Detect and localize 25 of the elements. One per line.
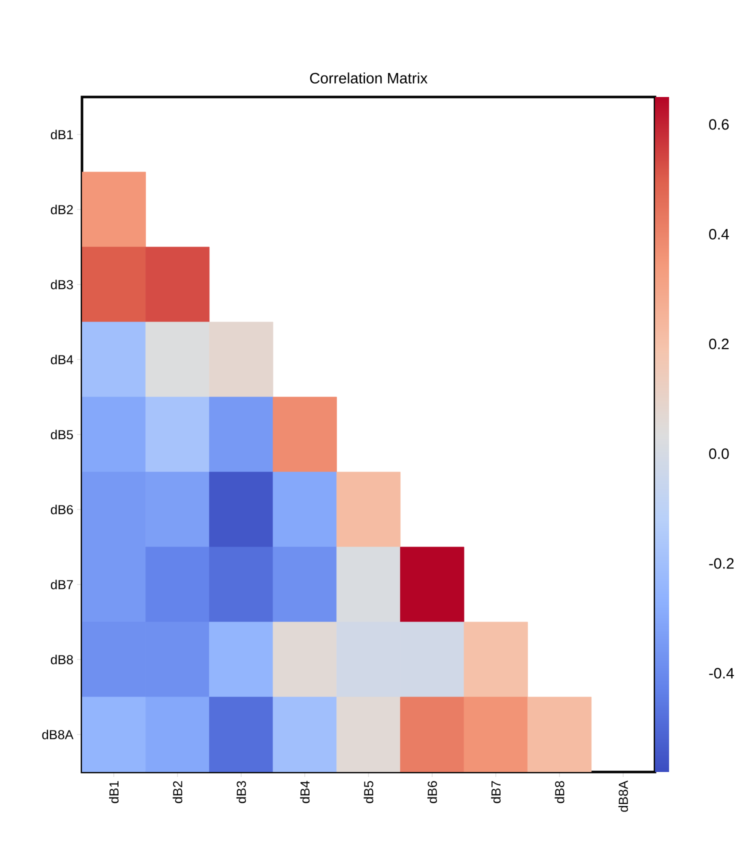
color-bar-label: 0.4 <box>709 228 730 240</box>
x-tick-label: dB7 <box>491 781 501 804</box>
chart-title: Correlation Matrix <box>310 72 428 84</box>
x-tick-label: dB1 <box>109 781 119 804</box>
y-tick-label: dB4 <box>51 354 74 364</box>
x-tick-label: dB8 <box>554 781 564 804</box>
y-tick-label: dB1 <box>51 130 73 140</box>
x-tick-label: dB5 <box>364 781 374 804</box>
color-bar-label: 0.2 <box>709 338 729 350</box>
y-tick-label: dB5 <box>51 430 74 440</box>
color-bar-label: -0.4 <box>709 668 734 679</box>
y-tick-label: dB8A <box>42 730 74 740</box>
color-bar-label: 0.0 <box>709 448 729 460</box>
y-tick-label: dB3 <box>51 280 74 290</box>
x-tick-label: dB3 <box>236 781 246 804</box>
color-bar-label: 0.6 <box>709 119 729 130</box>
y-tick-label: dB8 <box>51 654 74 664</box>
x-tick-label: dB4 <box>300 780 310 804</box>
x-tick-label: dB6 <box>428 781 438 804</box>
y-tick-label: dB2 <box>51 204 73 214</box>
y-tick-label: dB7 <box>51 580 73 590</box>
x-tick-label: dB2 <box>172 781 182 804</box>
y-tick-label: dB6 <box>51 504 74 514</box>
color-bar-label: -0.2 <box>709 558 734 569</box>
x-tick-label: dB8A <box>618 780 628 812</box>
